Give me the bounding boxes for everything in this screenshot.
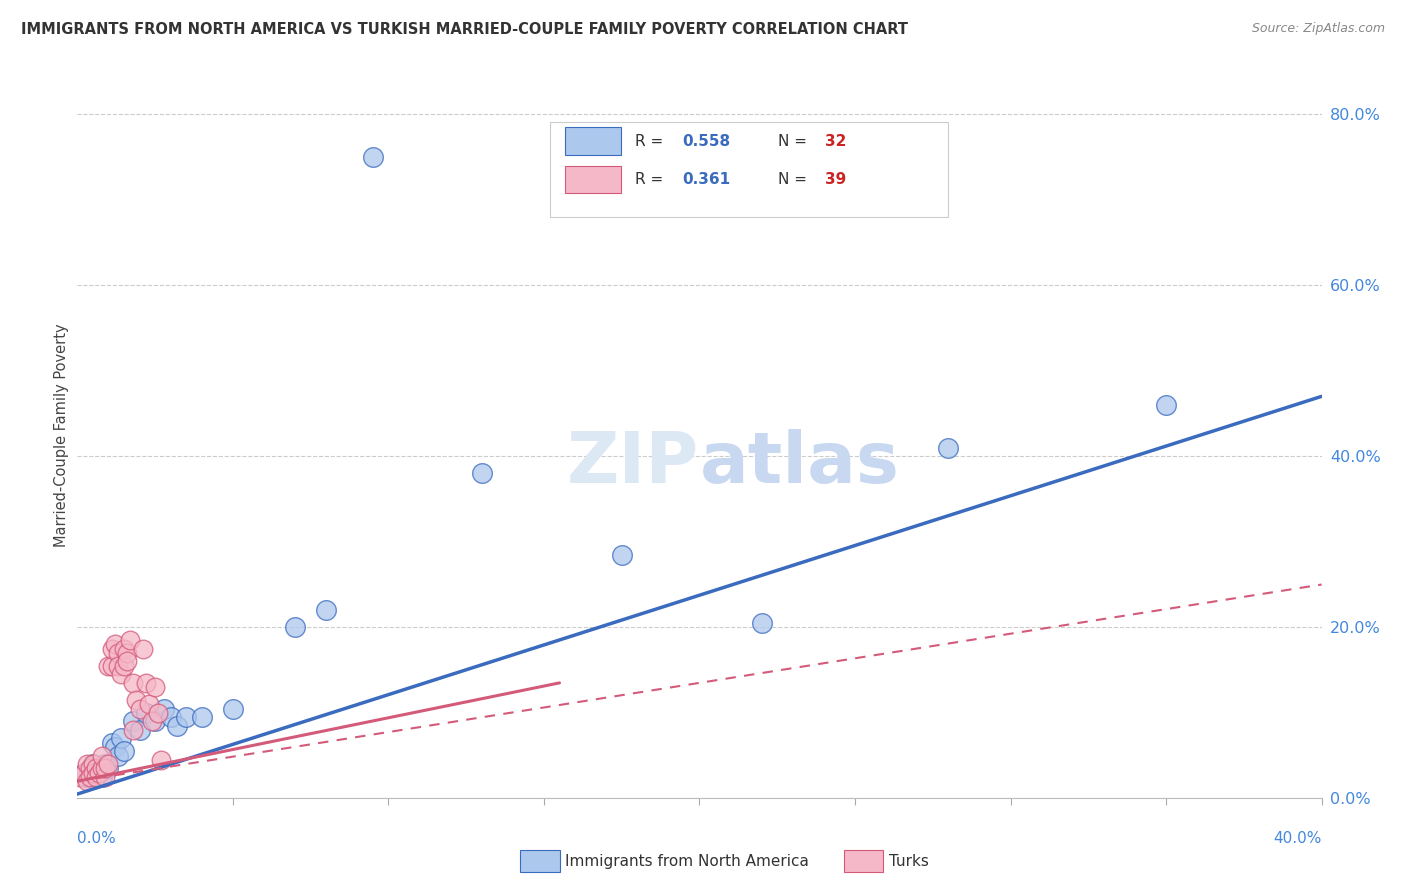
Text: 0.361: 0.361 (682, 172, 730, 187)
Point (97, 761, 120, 775)
Point (174, 710, 197, 724)
Point (76, 774, 98, 789)
Point (112, 641, 135, 656)
Point (69, 770, 91, 784)
Point (84, 761, 107, 775)
Point (751, 615, 773, 630)
Point (1154, 398, 1177, 412)
Point (284, 620, 307, 634)
Point (97, 658, 120, 673)
Point (82, 757, 104, 772)
Point (361, 150, 384, 164)
Point (97, 757, 120, 772)
Point (315, 603, 337, 617)
Point (76, 757, 98, 772)
Text: IMMIGRANTS FROM NORTH AMERICA VS TURKISH MARRIED-COUPLE FAMILY POVERTY CORRELATI: IMMIGRANTS FROM NORTH AMERICA VS TURKISH… (21, 22, 908, 37)
Text: Turks: Turks (889, 855, 928, 869)
Text: R =: R = (634, 172, 668, 187)
Point (79, 765, 101, 780)
Point (166, 719, 188, 733)
Text: R =: R = (634, 134, 668, 149)
Text: 32: 32 (825, 134, 846, 149)
Point (138, 698, 160, 712)
Point (87, 765, 110, 780)
Text: Source: ZipAtlas.com: Source: ZipAtlas.com (1251, 22, 1385, 36)
Text: ZIP: ZIP (567, 429, 700, 499)
Point (76, 770, 98, 784)
Point (120, 633, 142, 648)
Text: 39: 39 (825, 172, 846, 187)
Text: 0.0%: 0.0% (77, 831, 117, 847)
Point (125, 693, 148, 707)
Point (110, 667, 132, 681)
Text: Immigrants from North America: Immigrants from North America (565, 855, 808, 869)
Point (82, 757, 104, 772)
Point (104, 739, 127, 754)
Point (107, 658, 129, 673)
Point (91, 748, 114, 763)
Point (115, 646, 138, 660)
Point (150, 753, 173, 767)
Point (191, 710, 214, 724)
Text: 0.558: 0.558 (682, 134, 730, 149)
Point (87, 765, 110, 780)
Point (135, 706, 157, 720)
Point (115, 655, 138, 669)
Point (79, 770, 101, 784)
Point (143, 680, 166, 694)
Point (110, 731, 132, 746)
Point (128, 723, 150, 737)
Point (91, 761, 114, 775)
Point (112, 744, 135, 758)
Point (94, 761, 117, 775)
Point (122, 723, 145, 737)
Point (94, 770, 117, 784)
Point (100, 658, 122, 673)
Point (112, 658, 135, 673)
FancyBboxPatch shape (565, 128, 621, 155)
Point (135, 676, 157, 690)
Text: N =: N = (778, 134, 811, 149)
Point (79, 761, 101, 775)
Point (131, 641, 153, 656)
Point (107, 646, 129, 660)
Point (153, 701, 176, 715)
Point (143, 714, 166, 729)
FancyBboxPatch shape (550, 122, 949, 217)
Point (84, 770, 107, 784)
Point (159, 710, 181, 724)
Point (91, 770, 114, 784)
Point (72, 765, 94, 780)
Point (141, 714, 163, 729)
Text: N =: N = (778, 172, 811, 187)
Point (610, 548, 633, 562)
Point (100, 641, 122, 656)
Point (100, 736, 122, 750)
Text: 40.0%: 40.0% (1274, 831, 1322, 847)
Point (471, 467, 494, 481)
Point (222, 701, 245, 715)
Point (107, 748, 129, 763)
Point (128, 701, 150, 715)
Point (84, 761, 107, 775)
Text: atlas: atlas (700, 429, 900, 499)
Point (122, 714, 145, 729)
Point (94, 757, 117, 772)
Point (122, 676, 145, 690)
Point (938, 441, 960, 455)
Point (104, 637, 127, 651)
Y-axis label: Married-Couple Family Poverty: Married-Couple Family Poverty (53, 323, 69, 547)
Point (72, 765, 94, 780)
Point (82, 765, 104, 780)
Point (148, 706, 170, 720)
FancyBboxPatch shape (565, 166, 621, 194)
